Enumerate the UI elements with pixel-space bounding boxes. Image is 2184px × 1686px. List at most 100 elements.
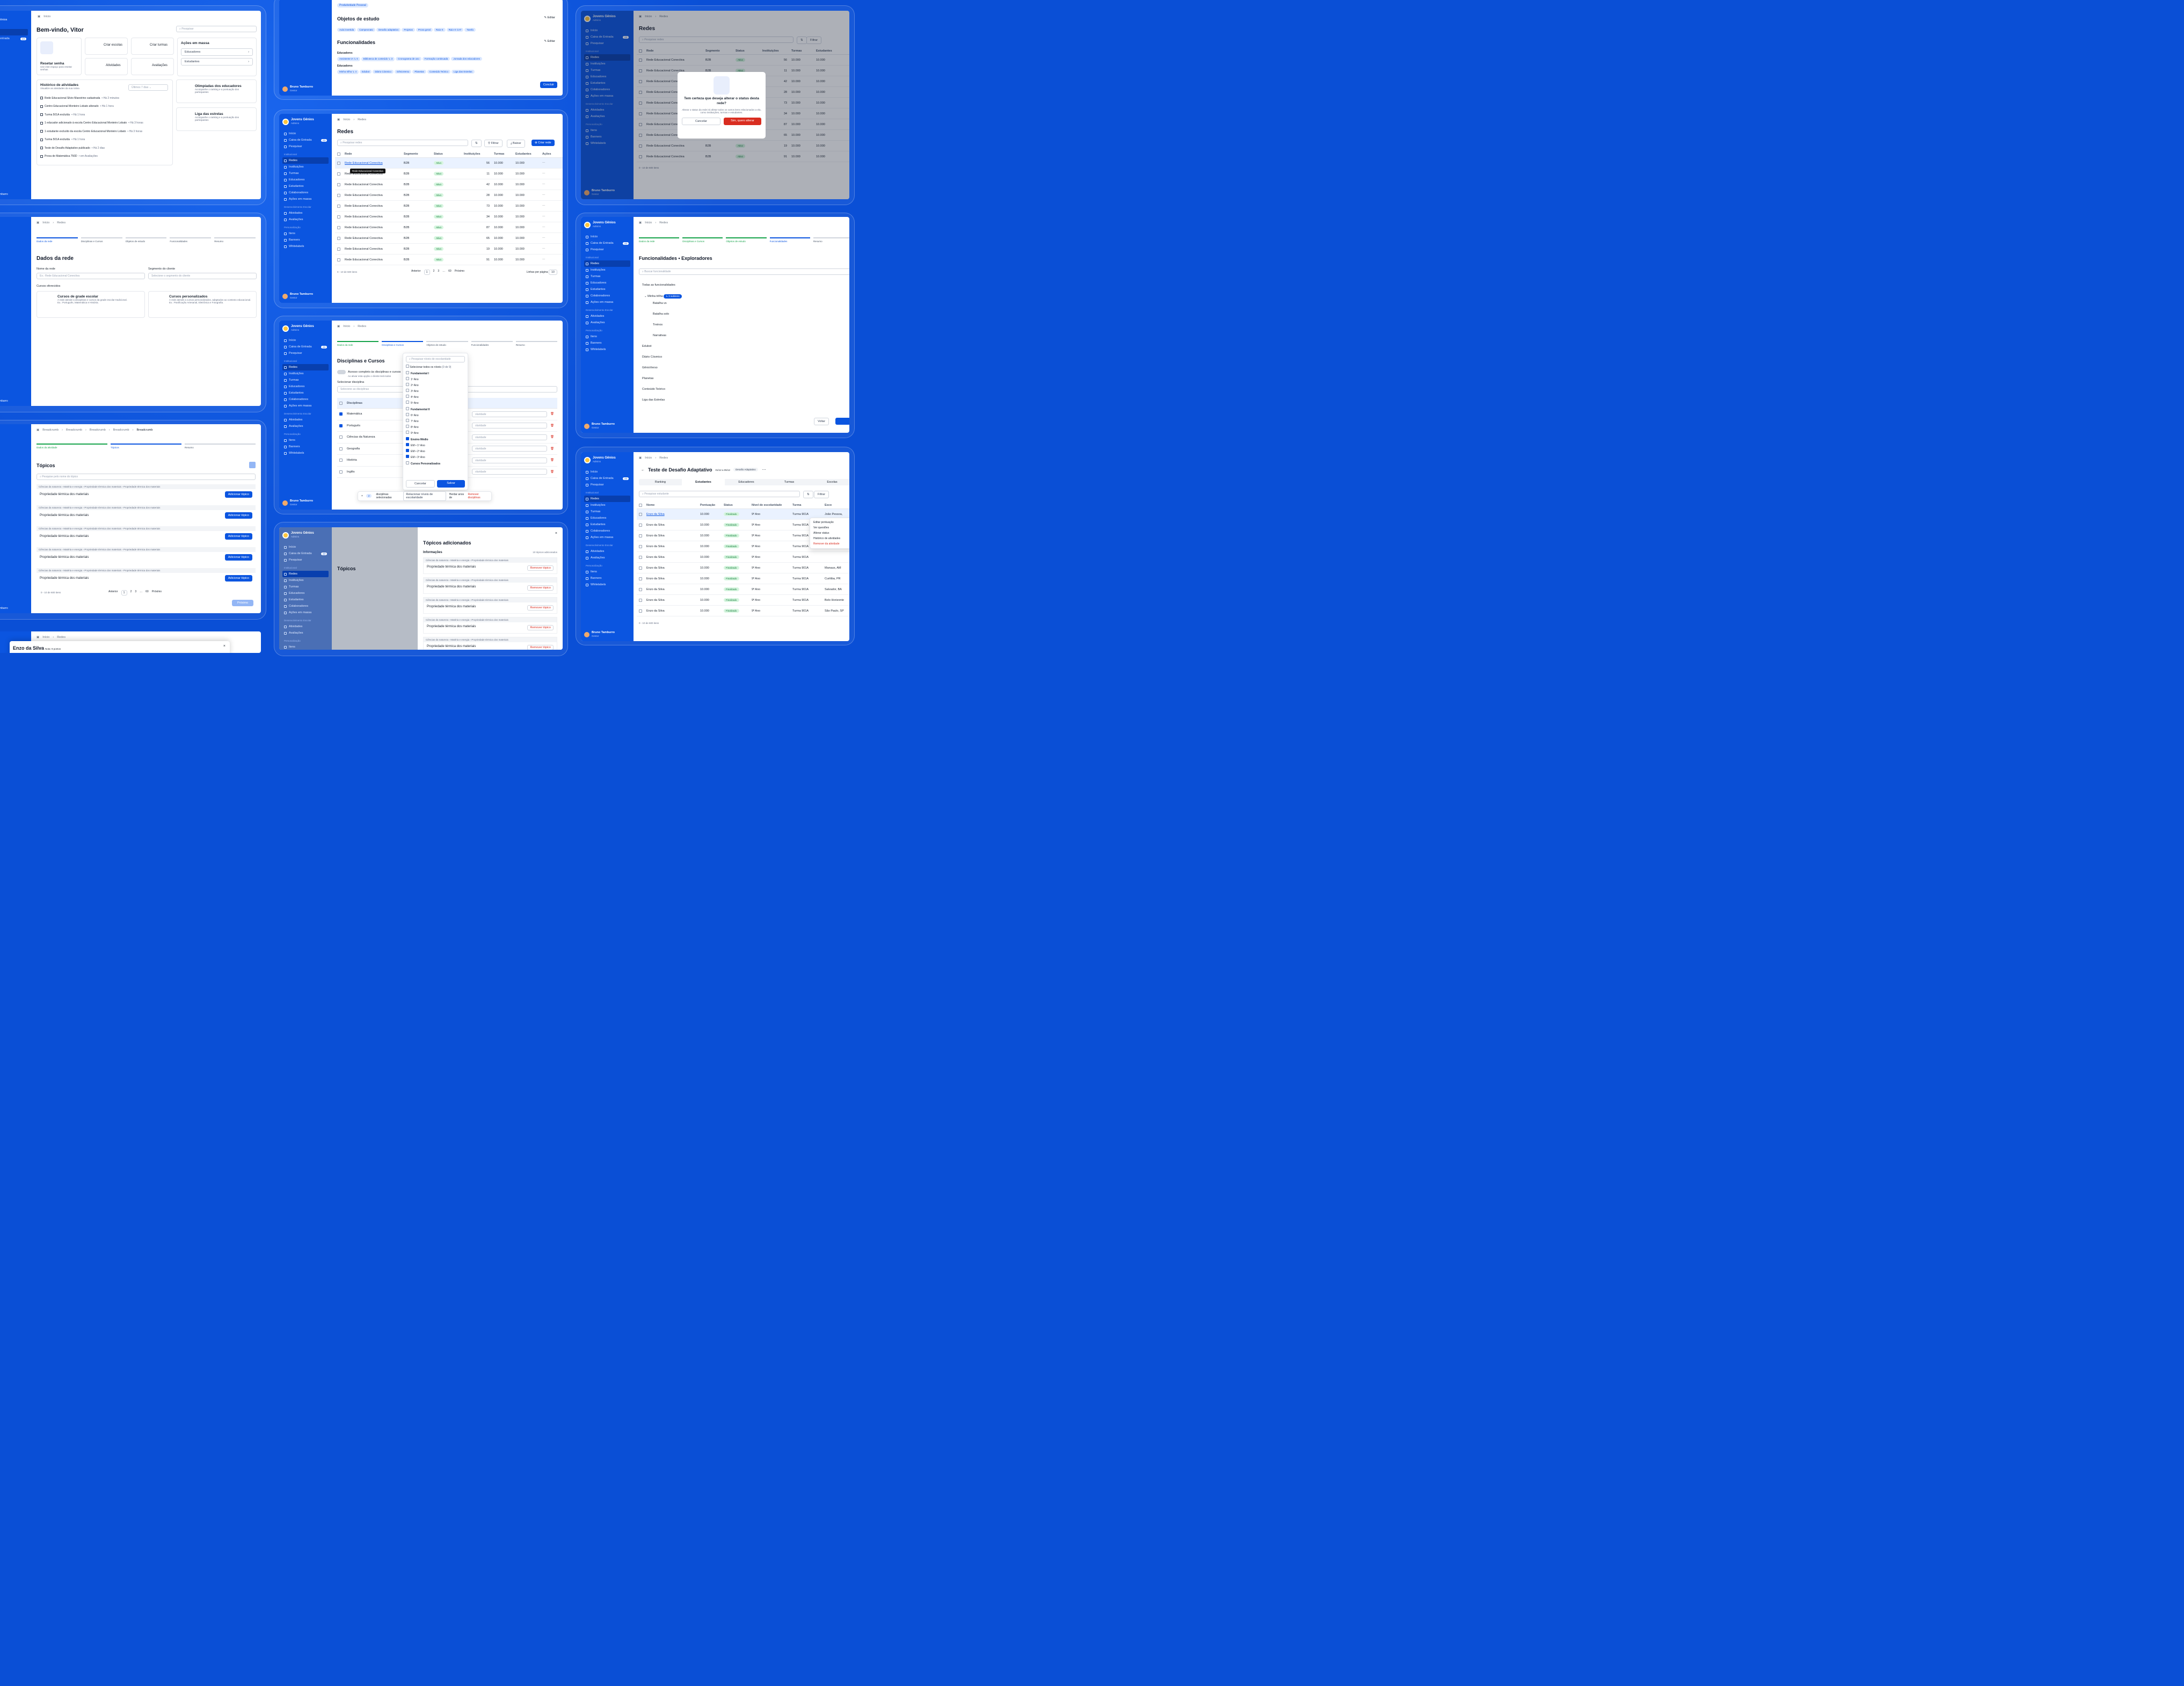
sidebar-item[interactable]: Estudantes [584,80,630,86]
status-badge[interactable]: Ativo [736,68,746,72]
step[interactable]: Resumo [185,444,256,449]
sidebar-item[interactable]: Colaboradores [282,603,329,609]
table-row[interactable]: Rede Educacional Conectiva B2B Ativo 56 10.0… [335,158,563,169]
edit-button[interactable]: ✎ Editar [544,40,555,43]
level-item[interactable]: 9º Ano [406,431,465,435]
checkbox[interactable] [406,443,409,446]
crumb[interactable]: Início [42,221,50,224]
status-cell[interactable]: Finalizado [724,555,752,559]
sidebar-item[interactable]: Avaliações [584,555,630,561]
mass-educators[interactable]: Educadores › [181,48,253,56]
remove-topic-button[interactable]: Remover tópico [527,605,554,611]
trilha-row[interactable]: ⌄ Minha trilha ↳ 3 subitens [644,294,683,300]
toggle-switch[interactable] [337,370,346,374]
status-badge[interactable]: Finalizado [724,608,739,613]
menu-item[interactable]: Remover da atividade [813,542,840,546]
row-checkbox[interactable] [639,133,642,137]
sub-feature[interactable]: Treinos [653,323,663,326]
step[interactable]: Resumo [214,237,256,243]
sidebar-item[interactable]: Educadores [282,177,329,183]
status-cell[interactable]: Ativo [736,57,762,62]
sidebar-item[interactable]: Estudantes [282,390,329,396]
remove-topic-button[interactable]: Remover tópico [527,565,554,571]
student-name[interactable]: Enzo da Silva [646,544,665,548]
sidebar-item[interactable]: Redes [282,364,329,370]
crumb[interactable]: Redes [358,325,367,328]
table-row[interactable]: Rede Educacional Conectiva B2B Ativo 91 10.0… [637,151,849,162]
sidebar-item[interactable]: Whitelabels [584,140,630,147]
sidebar-item[interactable]: Redes [282,571,329,577]
step[interactable]: Dados da rede [37,237,78,243]
sub-feature[interactable]: Narrativas [653,334,667,337]
sidebar-item[interactable]: Banners [584,340,630,346]
step[interactable]: Dados da rede [337,341,379,346]
name-input[interactable]: Ex.: Rede Educacional Conectiva [37,273,145,279]
status-cell[interactable]: Finalizado [724,608,752,613]
status-cell[interactable]: Ativo [736,143,762,148]
sidebar-item[interactable]: Ações em massa [282,403,329,409]
level-select[interactable]: olaridade [472,469,548,475]
more-actions-icon[interactable]: ⋯ [542,236,545,240]
select-all[interactable] [639,49,642,53]
sidebar-item[interactable]: Educadores [282,383,329,390]
sidebar-item[interactable]: Banners [584,575,630,582]
table-row[interactable]: Enzo da Silva 10.000 Finalizado 9º Ano Turma… [637,530,849,541]
student-name[interactable]: Enzo da Silva [646,555,665,559]
sidebar-item[interactable]: Instituições [584,502,630,508]
close-icon[interactable]: × [555,532,557,535]
trash-icon[interactable]: 🗑 [550,412,554,416]
sidebar-item[interactable]: Ações em massa [282,196,329,202]
step[interactable]: Objetos de estudo [125,237,167,243]
status-badge[interactable]: Finalizado [724,544,739,548]
crumb[interactable]: Breadcrumb [66,428,82,432]
student-search[interactable]: ⌕ Pesquisar estudante [639,491,800,497]
network-name[interactable]: Rede Educacional Conectiva [345,161,383,165]
row-checkbox[interactable] [337,161,340,165]
sidebar-item[interactable]: Instituições [584,61,630,67]
sidebar-item[interactable]: Colaboradores [584,293,630,299]
checkbox[interactable] [406,449,409,452]
row-checkbox[interactable] [639,523,642,527]
level-select[interactable]: olaridade [472,446,548,452]
level-item[interactable]: 6º Ano [406,413,465,417]
sidebar-item[interactable]: Banners [282,444,329,450]
network-name[interactable]: Rede Educacional Conectiva [646,155,685,158]
sidebar-item-active[interactable] [0,29,28,35]
network-name[interactable]: Rede Educacional Conectiva [646,122,685,126]
status-cell[interactable]: Ativo [434,171,464,176]
status-badge[interactable]: Ativo [434,246,444,251]
status-badge[interactable]: Finalizado [724,576,739,580]
crumb[interactable]: Redes [659,15,668,18]
table-row[interactable]: Enzo da Silva 10.000 Finalizado 9º Ano Turma… [637,573,849,584]
row-checkbox[interactable] [639,587,642,591]
status-cell[interactable]: Ativo [434,204,464,208]
row-checkbox[interactable] [639,544,642,548]
page-button[interactable]: 1 [424,270,430,275]
status-badge[interactable]: Ativo [434,171,444,176]
relate-levels-button[interactable]: Relacionar níveis de escolaridade [403,491,446,501]
sidebar-item[interactable]: Caixa de Entrada 23 [584,240,630,246]
level-item[interactable]: EM • 1º Ano [406,443,465,447]
row-checkbox[interactable] [339,470,343,474]
sidebar-item[interactable]: Início [282,544,329,550]
sidebar-item[interactable]: Banners [282,237,329,243]
add-topic-button[interactable]: Adicionar tópico [224,554,252,561]
crumb[interactable]: Início [42,636,50,639]
crumb[interactable]: Início [343,325,351,328]
remove-disciplines-button[interactable]: Remover disciplinas [468,493,481,499]
user[interactable]: amburro [0,399,28,403]
trash-icon[interactable]: 🗑 [550,470,554,474]
close-icon[interactable]: × [223,644,225,648]
sidebar-item[interactable]: Redes [584,496,630,502]
sidebar-item[interactable]: Itens [282,437,329,444]
sidebar-item[interactable]: Banners [584,134,630,140]
status-badge[interactable]: Ativo [434,161,444,165]
sidebar-item[interactable]: Ações em massa [282,609,329,616]
remove-topic-button[interactable]: Remover tópico [527,585,554,591]
cancel-button[interactable]: Cancelar [682,118,720,126]
sidebar-item[interactable]: Educadores [584,280,630,286]
row-checkbox[interactable] [639,79,642,83]
course-card-grade[interactable]: Cursos de grade escolar A rede atende a … [37,291,145,318]
sidebar-toggle-icon[interactable]: ▣ [37,636,40,639]
crumb[interactable]: Redes [358,118,367,121]
